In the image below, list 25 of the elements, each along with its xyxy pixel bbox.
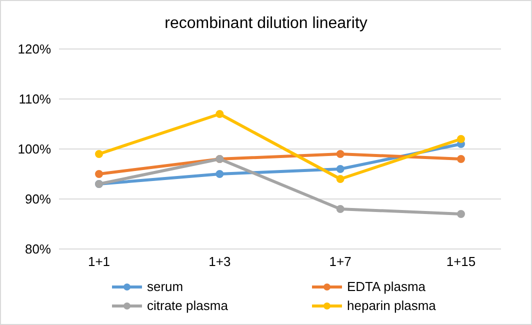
point	[336, 150, 344, 158]
point	[457, 155, 465, 163]
y-tick-label: 110%	[18, 92, 52, 107]
point	[336, 165, 344, 173]
x-tick-label: 1+1	[88, 254, 110, 270]
y-tick-label: 80%	[24, 242, 52, 257]
point	[457, 135, 465, 143]
y-tick-label: 120%	[18, 42, 52, 57]
point	[457, 210, 465, 218]
point	[216, 170, 224, 178]
x-tick-label: 1+7	[329, 254, 352, 270]
y-tick-label: 100%	[18, 142, 52, 157]
y-tick-label: 90%	[24, 192, 52, 207]
chart-title: recombinant dilution linearity	[164, 14, 368, 34]
point	[336, 175, 344, 183]
legend-label: citrate plasma	[147, 298, 228, 313]
legend-label: heparin plasma	[347, 298, 436, 313]
point	[95, 150, 103, 158]
legend-label: serum	[147, 279, 184, 294]
point	[336, 205, 344, 213]
x-tick-label: 1+3	[208, 254, 231, 270]
point	[95, 170, 103, 178]
x-tick-label: 1+15	[446, 254, 476, 270]
point	[216, 110, 224, 118]
legend-label: EDTA plasma	[347, 279, 426, 294]
